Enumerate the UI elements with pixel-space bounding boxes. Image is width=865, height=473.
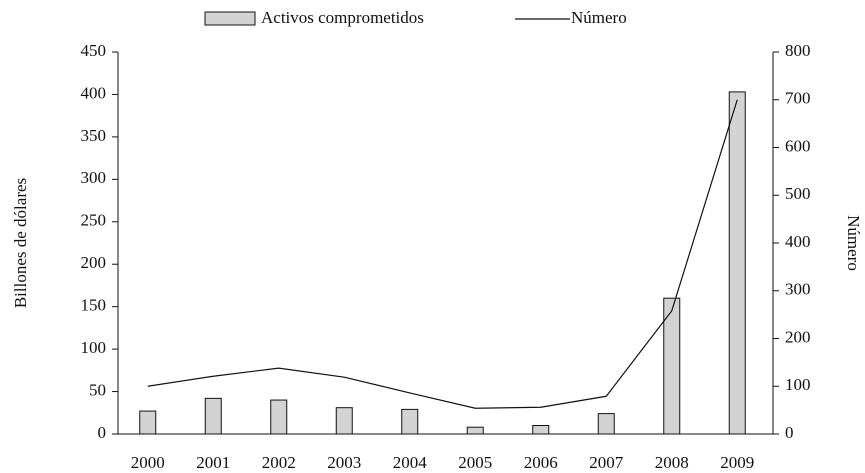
legend-label: Activos comprometidos [261,8,424,27]
y2-tick-label: 600 [785,136,811,155]
x-tick-label: 2009 [720,453,754,472]
y2-tick-label: 500 [785,184,811,203]
y2-tick-label: 200 [785,327,811,346]
bar [597,413,615,435]
y-tick-label: 0 [98,423,107,442]
bar [139,410,157,435]
y2-tick-label: 800 [785,41,811,60]
y-tick-label: 400 [81,83,107,102]
y2-tick-label: 700 [785,89,811,108]
y2-tick-label: 400 [785,232,811,251]
bar [663,297,681,435]
y2-tick-label: 0 [785,423,794,442]
bar [335,407,353,435]
bar [532,425,550,435]
y-tick-label: 300 [81,168,107,187]
y-tick-label: 100 [81,338,107,357]
line [147,99,738,409]
bar [401,408,419,435]
y2-tick-label: 100 [785,375,811,394]
y2-tick-label: 300 [785,280,811,299]
bar [270,399,288,435]
bar [728,91,746,435]
x-tick-label: 2001 [196,453,230,472]
legend-label: Número [571,8,627,27]
y-tick-label: 250 [81,211,107,230]
legend-swatch [204,11,256,26]
x-tick-label: 2004 [393,453,428,472]
bar [466,426,484,435]
x-tick-label: 2005 [458,453,492,472]
x-tick-label: 2007 [589,453,624,472]
y-tick-label: 350 [81,126,107,145]
y-tick-label: 50 [89,380,106,399]
x-tick-label: 2006 [524,453,558,472]
x-tick-label: 2003 [327,453,361,472]
y-axis-label: Billones de dólares [11,178,30,308]
y-tick-label: 450 [81,41,107,60]
y-tick-label: 200 [81,253,107,272]
x-tick-label: 2000 [131,453,165,472]
y-tick-label: 150 [81,296,107,315]
bar [204,397,222,435]
x-tick-label: 2002 [262,453,296,472]
y2-axis-label: Número [844,215,863,271]
x-tick-label: 2008 [655,453,689,472]
